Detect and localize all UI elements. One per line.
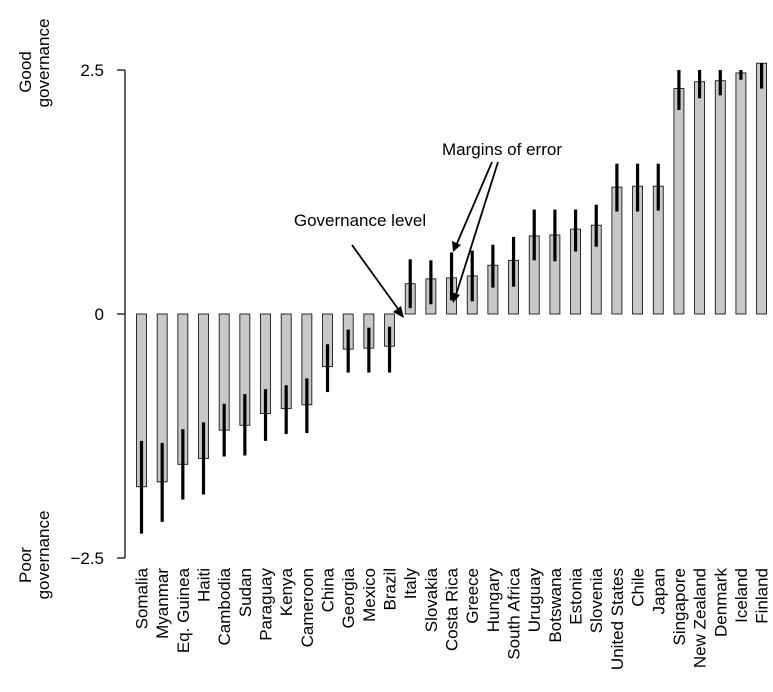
x-tick-label-29: Iceland — [732, 568, 751, 623]
bar-29 — [735, 72, 747, 315]
annotations: Margins of error Governance level — [294, 140, 562, 318]
x-tick-label-27: New Zealand — [691, 568, 710, 668]
x-tick-label-23: United States — [608, 568, 627, 670]
x-tick-label-7: Kenya — [277, 567, 296, 616]
x-tick-label-22: Slovenia — [587, 567, 606, 633]
annotation-governance-level: Governance level — [294, 211, 426, 230]
y-label-poor-governance: Poor governance — [16, 511, 53, 600]
arrow-margins-upper — [454, 161, 493, 249]
y-label-poor-line2: governance — [34, 511, 53, 600]
x-tick-label-16: Greece — [463, 568, 482, 624]
x-tick-label-5: Sudan — [236, 568, 255, 617]
arrowhead-margins-lower — [451, 292, 460, 303]
x-tick-label-8: Cameroon — [298, 568, 317, 647]
y-label-good-line1: Good — [16, 51, 35, 93]
x-tick-labels: Somalia Myanmar Eq. Guinea Haiti Cambodia Sud… — [133, 567, 772, 670]
x-tick-label-14: Slovakia — [422, 567, 441, 632]
bar-27 — [694, 81, 705, 315]
x-tick-label-9: China — [319, 567, 338, 612]
x-tick-label-4: Cambodia — [215, 567, 234, 645]
bar-26 — [673, 88, 685, 315]
x-tick-label-15: Costa Rica — [443, 567, 462, 651]
y-tick-label-0: 2.5 — [80, 61, 104, 80]
x-tick-label-28: Denmark — [711, 568, 730, 637]
x-tick-label-18: South Africa — [505, 567, 524, 659]
y-tick-label-1: 0 — [95, 305, 104, 324]
y-tick-label-2: −2.5 — [70, 549, 104, 568]
x-tick-label-20: Botswana — [546, 567, 565, 642]
arrow-margins-lower — [454, 161, 499, 299]
bar-30 — [756, 62, 767, 315]
x-tick-label-30: Finland — [753, 568, 772, 624]
y-label-poor-line1: Poor — [16, 547, 35, 583]
x-tick-label-0: Somalia — [133, 567, 152, 629]
arrow-governance-level — [351, 244, 402, 314]
x-tick-label-11: Mexico — [360, 568, 379, 622]
annotation-margins-of-error: Margins of error — [442, 140, 562, 159]
x-tick-label-21: Estonia — [567, 567, 586, 624]
error-bars — [139, 63, 764, 534]
x-tick-label-24: Chile — [629, 568, 648, 607]
x-tick-label-26: Singapore — [670, 568, 689, 646]
x-tick-label-10: Georgia — [339, 567, 358, 628]
x-tick-label-17: Hungary — [484, 568, 503, 633]
x-tick-label-19: Uruguay — [525, 568, 544, 633]
x-tick-label-25: Japan — [649, 568, 668, 614]
y-ticks: 2.5 0 −2.5 — [70, 61, 125, 568]
arrowhead-margins-upper — [452, 241, 461, 252]
x-tick-label-3: Haiti — [195, 568, 214, 602]
x-tick-label-6: Paraguay — [257, 568, 276, 641]
x-tick-label-13: Italy — [401, 568, 420, 600]
x-tick-label-12: Brazil — [381, 568, 400, 611]
y-label-good-line2: governance — [34, 19, 53, 108]
arrowhead-governance-level — [393, 306, 404, 318]
x-tick-label-1: Myanmar — [153, 568, 172, 639]
bar-28 — [714, 80, 726, 315]
y-label-good-governance: Good governance — [16, 19, 53, 108]
bars — [136, 62, 767, 488]
x-tick-label-2: Eq. Guinea — [174, 567, 193, 653]
